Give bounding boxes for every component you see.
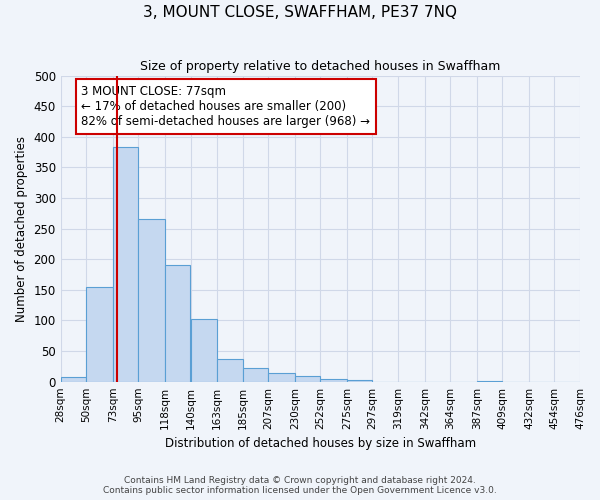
Bar	[191, 319, 217, 382]
Bar	[113, 147, 139, 382]
Bar	[320, 378, 347, 382]
Bar	[268, 373, 295, 382]
Y-axis label: Number of detached properties: Number of detached properties	[15, 136, 28, 322]
Bar	[477, 381, 502, 382]
Bar	[242, 368, 268, 382]
Bar	[165, 266, 190, 382]
Bar	[86, 287, 113, 382]
Bar	[139, 220, 165, 382]
X-axis label: Distribution of detached houses by size in Swaffham: Distribution of detached houses by size …	[165, 437, 476, 450]
Bar	[61, 378, 86, 382]
Text: 3 MOUNT CLOSE: 77sqm
← 17% of detached houses are smaller (200)
82% of semi-deta: 3 MOUNT CLOSE: 77sqm ← 17% of detached h…	[82, 84, 370, 128]
Bar	[295, 376, 320, 382]
Text: Contains HM Land Registry data © Crown copyright and database right 2024.
Contai: Contains HM Land Registry data © Crown c…	[103, 476, 497, 495]
Text: 3, MOUNT CLOSE, SWAFFHAM, PE37 7NQ: 3, MOUNT CLOSE, SWAFFHAM, PE37 7NQ	[143, 5, 457, 20]
Title: Size of property relative to detached houses in Swaffham: Size of property relative to detached ho…	[140, 60, 500, 73]
Bar	[347, 380, 373, 382]
Bar	[217, 359, 242, 382]
